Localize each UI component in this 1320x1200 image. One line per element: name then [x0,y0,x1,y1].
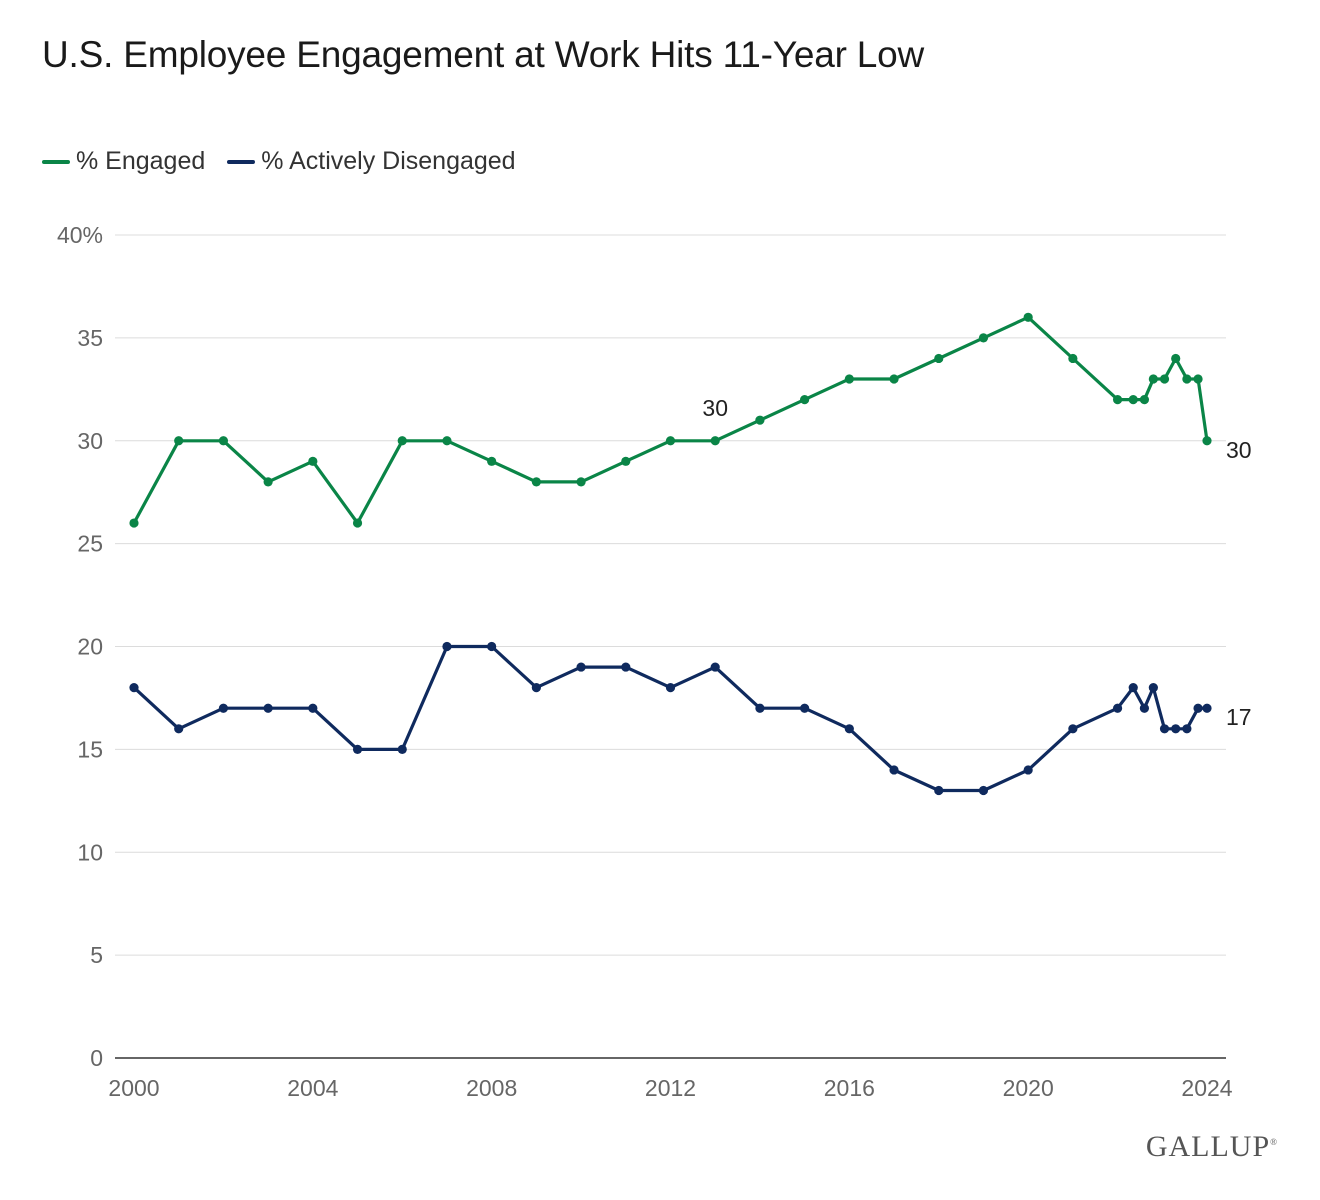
x-tick-label: 2008 [466,1075,517,1101]
data-point-disengaged [665,683,676,693]
data-point-disengaged [174,724,184,734]
data-point-engaged [1023,312,1033,322]
chart-title: U.S. Employee Engagement at Work Hits 11… [42,34,925,75]
x-tick-label: 2000 [108,1075,159,1101]
data-point-engaged [442,436,452,446]
data-point-disengaged [1148,683,1158,693]
data-point-engaged [800,395,810,405]
data-point-disengaged [1068,724,1078,734]
data-point-disengaged [889,765,899,775]
legend-label-disengaged: % Actively Disengaged [261,147,516,175]
data-point-disengaged [1023,765,1033,775]
data-point-engaged [844,374,854,384]
data-point-engaged [1202,436,1212,446]
data-point-engaged [263,477,273,487]
data-point-engaged [1159,374,1170,384]
data-point-engaged [1171,353,1181,364]
data-point-disengaged [308,703,318,713]
data-label: 30 [702,395,728,421]
data-point-disengaged [755,703,765,713]
data-point-disengaged [352,744,363,754]
data-point-engaged [487,456,497,466]
data-point-disengaged [1171,724,1181,734]
x-tick-label: 2024 [1181,1075,1232,1101]
data-point-disengaged [487,641,497,652]
data-point-engaged [1139,395,1150,405]
legend-label-engaged: % Engaged [76,147,206,175]
y-tick-label: 40% [57,222,103,248]
data-point-disengaged [218,703,229,713]
data-point-engaged [1128,395,1138,405]
data-point-engaged [934,353,944,364]
series-line-engaged [132,315,1209,525]
gallup-logo: GALLUP® [1146,1130,1278,1164]
data-point-disengaged [710,662,720,672]
data-point-disengaged [129,683,139,693]
data-point-engaged [174,436,184,446]
data-point-disengaged [844,724,854,734]
data-point-engaged [1193,374,1203,384]
data-point-disengaged [397,744,407,754]
data-point-disengaged [576,662,586,672]
y-tick-label: 5 [90,942,103,968]
data-point-disengaged [1202,703,1212,713]
y-tick-label: 30 [77,428,103,454]
data-point-engaged [1182,374,1192,384]
data-point-engaged [710,436,720,446]
data-point-engaged [218,436,229,446]
data-point-engaged [576,477,586,487]
data-point-engaged [621,456,631,466]
x-tick-label: 2016 [824,1075,875,1101]
data-point-disengaged [621,662,631,672]
data-point-engaged [978,333,989,343]
data-point-engaged [352,518,363,528]
data-point-disengaged [442,641,452,652]
data-point-engaged [755,415,765,425]
data-point-disengaged [1112,703,1123,713]
legend-item-engaged[interactable]: % Engaged [42,147,205,176]
y-tick-label: 25 [77,531,103,557]
data-point-disengaged [800,703,810,713]
data-point-disengaged [1182,724,1192,734]
data-point-engaged [889,374,899,384]
y-tick-label: 15 [77,736,103,762]
data-point-disengaged [1159,724,1170,734]
data-label: 30 [1226,437,1252,463]
y-tick-label: 0 [90,1045,103,1071]
brand-text: GALLUP [1145,1130,1271,1163]
data-point-engaged [1112,395,1123,405]
data-label: 17 [1226,704,1252,730]
x-tick-label: 2012 [645,1075,696,1101]
legend-swatch-disengaged [227,159,256,164]
x-tick-label: 2004 [287,1075,338,1101]
legend-item-disengaged[interactable]: % Actively Disengaged [227,147,516,176]
data-point-disengaged [1139,703,1150,713]
data-point-engaged [1148,374,1158,384]
y-tick-label: 20 [77,634,103,660]
data-point-engaged [308,456,318,466]
x-tick-label: 2020 [1003,1075,1054,1101]
data-point-disengaged [978,785,989,796]
data-point-engaged [129,518,139,528]
y-tick-label: 10 [77,839,103,865]
data-point-engaged [397,436,407,446]
legend-swatch-engaged [42,159,70,164]
data-point-disengaged [263,703,273,713]
legend: % Engaged % Actively Disengaged [42,147,516,176]
registered-mark: ® [1270,1137,1278,1147]
data-point-disengaged [531,683,541,693]
data-point-disengaged [1128,683,1138,693]
data-point-engaged [665,436,676,446]
y-tick-label: 35 [77,325,103,351]
data-point-disengaged [934,785,944,796]
data-point-engaged [1068,353,1078,364]
series-line-disengaged [132,644,1209,793]
data-point-engaged [531,477,541,487]
data-point-disengaged [1193,703,1203,713]
